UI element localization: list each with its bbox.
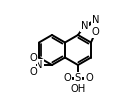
Text: N: N <box>35 60 43 70</box>
Text: O: O <box>85 73 93 83</box>
Text: O: O <box>30 53 37 63</box>
Text: S: S <box>75 73 81 83</box>
Text: N: N <box>92 15 99 25</box>
Text: N: N <box>81 21 88 31</box>
Text: O: O <box>30 67 37 77</box>
Text: OH: OH <box>70 84 86 94</box>
Text: O: O <box>92 27 99 37</box>
Text: O: O <box>63 73 71 83</box>
